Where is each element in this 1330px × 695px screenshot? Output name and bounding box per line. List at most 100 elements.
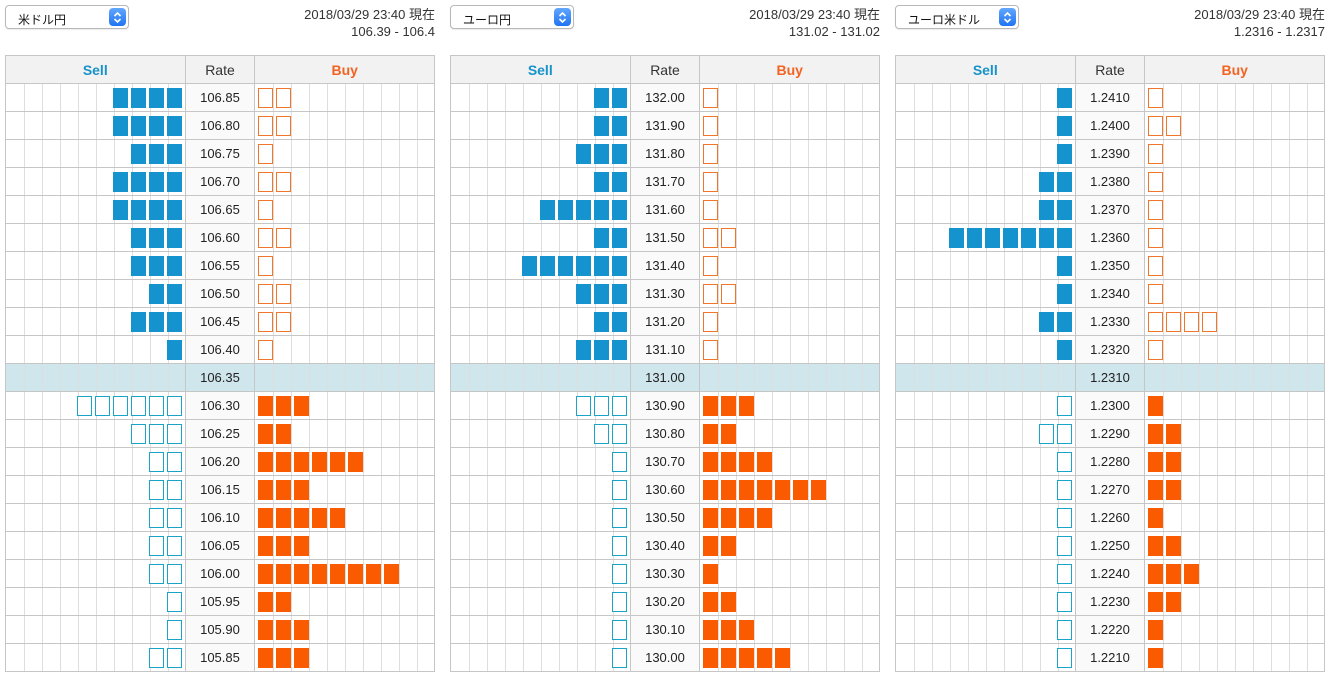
- grid-line: [932, 560, 933, 587]
- grid-line: [78, 84, 79, 111]
- grid-line: [595, 616, 596, 643]
- up-down-chevron-icon[interactable]: [999, 8, 1016, 26]
- grid-line: [772, 364, 774, 391]
- currency-pair-select[interactable]: ユーロ米ドル: [895, 5, 1019, 29]
- order-book-rows: 106.85 106.80 106.75 106.70 106.65 106.60 106.…: [5, 83, 435, 672]
- grid-line: [78, 476, 79, 503]
- sell-order-block: [112, 396, 128, 416]
- sell-order-block: [148, 312, 164, 332]
- grid-line: [42, 644, 43, 671]
- grid-line: [968, 112, 969, 139]
- grid-line: [1004, 616, 1005, 643]
- grid-line: [844, 84, 846, 111]
- grid-line: [914, 588, 915, 615]
- grid-line: [1307, 616, 1309, 643]
- sell-bars: [1056, 480, 1072, 500]
- grid-line: [291, 252, 293, 279]
- sell-order-block: [611, 592, 627, 612]
- sell-order-block: [130, 116, 146, 136]
- grid-line: [505, 252, 506, 279]
- grid-line: [1004, 644, 1005, 671]
- grid-line: [772, 644, 774, 671]
- grid-line: [950, 364, 951, 391]
- grid-line: [523, 504, 524, 531]
- grid-line: [862, 588, 864, 615]
- grid-line: [273, 532, 275, 559]
- sell-bars: [148, 564, 182, 584]
- grid-line: [1235, 448, 1237, 475]
- buy-cell: [254, 447, 435, 476]
- grid-line: [1199, 476, 1201, 503]
- sell-cell: [895, 251, 1076, 280]
- buy-order-block: [1148, 396, 1164, 416]
- grid-line: [1235, 112, 1237, 139]
- grid-line: [114, 364, 115, 391]
- buy-cell: [254, 83, 435, 112]
- sell-bars: [611, 648, 627, 668]
- grid-line: [862, 252, 864, 279]
- grid-line: [559, 420, 560, 447]
- rate-cell: 130.20: [629, 587, 701, 616]
- grid-line: [862, 224, 864, 251]
- buy-cell: [254, 195, 435, 224]
- grid-line: [1271, 420, 1273, 447]
- sell-bars: [166, 620, 182, 640]
- up-down-chevron-icon[interactable]: [554, 8, 571, 26]
- sell-bars: [539, 200, 627, 220]
- order-book-row: 1.2260: [895, 503, 1325, 532]
- grid-line: [327, 448, 329, 475]
- grid-line: [399, 252, 401, 279]
- sell-cell: [450, 587, 631, 616]
- order-book-row: 1.2270: [895, 475, 1325, 504]
- sell-cell: [895, 531, 1076, 560]
- grid-line: [150, 364, 151, 391]
- sell-cell: [450, 503, 631, 532]
- buy-cell: [1144, 643, 1325, 672]
- grid-line: [381, 252, 383, 279]
- grid-line: [24, 616, 25, 643]
- grid-line: [968, 308, 969, 335]
- sell-bars: [166, 592, 182, 612]
- grid-line: [399, 392, 401, 419]
- grid-line: [1289, 224, 1291, 251]
- up-down-chevron-icon[interactable]: [109, 8, 126, 26]
- buy-order-block: [703, 172, 719, 192]
- rate-cell: 131.80: [629, 139, 701, 168]
- buy-order-block: [294, 480, 310, 500]
- grid-line: [1289, 112, 1291, 139]
- currency-pair-select[interactable]: ユーロ円: [450, 5, 574, 29]
- buy-order-block: [276, 424, 292, 444]
- grid-line: [1235, 224, 1237, 251]
- grid-line: [862, 84, 864, 111]
- sell-order-block: [148, 144, 164, 164]
- order-book-row: 1.2370: [895, 195, 1325, 224]
- grid-line: [24, 140, 25, 167]
- grid-line: [772, 224, 774, 251]
- grid-line: [986, 252, 987, 279]
- grid-line: [1271, 532, 1273, 559]
- currency-pair-select[interactable]: 米ドル円: [5, 5, 129, 29]
- grid-line: [932, 112, 933, 139]
- grid-line: [790, 560, 792, 587]
- grid-line: [327, 420, 329, 447]
- grid-line: [96, 224, 97, 251]
- sell-order-block: [130, 228, 146, 248]
- rate-cell: 1.2340: [1074, 279, 1146, 308]
- grid-line: [363, 476, 365, 503]
- grid-line: [772, 140, 774, 167]
- sell-cell: [5, 83, 186, 112]
- order-book-row: 1.2380: [895, 167, 1325, 196]
- grid-line: [417, 140, 419, 167]
- sell-bars: [1056, 592, 1072, 612]
- grid-line: [718, 364, 720, 391]
- grid-line: [24, 588, 25, 615]
- buy-order-block: [330, 452, 346, 472]
- sell-cell: [895, 643, 1076, 672]
- grid-line: [60, 308, 61, 335]
- grid-line: [790, 532, 792, 559]
- grid-line: [417, 588, 419, 615]
- grid-line: [291, 140, 293, 167]
- grid-line: [1271, 140, 1273, 167]
- grid-line: [1307, 560, 1309, 587]
- grid-line: [1004, 336, 1005, 363]
